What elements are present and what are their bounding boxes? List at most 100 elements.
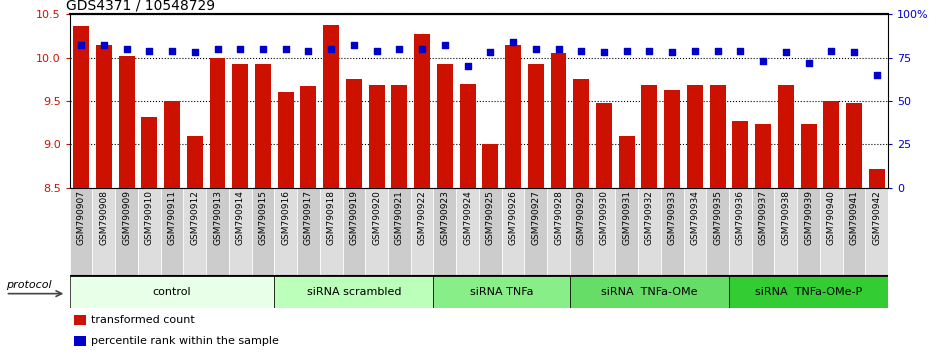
Point	[232, 46, 247, 52]
FancyBboxPatch shape	[570, 276, 729, 308]
Bar	[777, 85, 794, 188]
Point	[551, 46, 566, 52]
Bar	[642, 85, 658, 188]
Point	[846, 50, 861, 55]
Point	[187, 50, 202, 55]
Text: GSM790928: GSM790928	[554, 190, 563, 245]
Bar	[232, 64, 248, 188]
Text: GSM790912: GSM790912	[191, 190, 199, 245]
FancyBboxPatch shape	[751, 188, 775, 276]
FancyBboxPatch shape	[320, 188, 342, 276]
Bar	[141, 116, 157, 188]
FancyBboxPatch shape	[274, 276, 433, 308]
FancyBboxPatch shape	[843, 188, 866, 276]
Point	[483, 50, 498, 55]
FancyBboxPatch shape	[866, 188, 888, 276]
Text: GSM790932: GSM790932	[644, 190, 654, 245]
Point	[301, 48, 316, 53]
Text: GSM790907: GSM790907	[76, 190, 86, 245]
Text: siRNA scrambled: siRNA scrambled	[307, 287, 401, 297]
Bar	[687, 85, 703, 188]
FancyBboxPatch shape	[661, 188, 684, 276]
Bar	[437, 64, 453, 188]
Bar	[528, 64, 544, 188]
FancyBboxPatch shape	[70, 276, 274, 308]
Text: GSM790927: GSM790927	[531, 190, 540, 245]
Bar	[414, 34, 430, 188]
Text: siRNA TNFa: siRNA TNFa	[470, 287, 534, 297]
FancyBboxPatch shape	[138, 188, 161, 276]
Bar	[801, 124, 817, 188]
Point	[506, 39, 521, 45]
FancyBboxPatch shape	[729, 188, 751, 276]
Bar	[733, 121, 749, 188]
Text: GSM790913: GSM790913	[213, 190, 222, 245]
FancyBboxPatch shape	[525, 188, 547, 276]
Text: GSM790922: GSM790922	[418, 190, 427, 245]
Point	[756, 58, 771, 64]
Text: GSM790926: GSM790926	[509, 190, 518, 245]
Point	[210, 46, 225, 52]
Text: control: control	[153, 287, 192, 297]
FancyBboxPatch shape	[229, 188, 252, 276]
Text: GSM790939: GSM790939	[804, 190, 813, 245]
Text: GSM790918: GSM790918	[326, 190, 336, 245]
Point	[347, 42, 362, 48]
FancyBboxPatch shape	[570, 188, 592, 276]
FancyBboxPatch shape	[684, 188, 706, 276]
FancyBboxPatch shape	[501, 188, 525, 276]
Text: GSM790925: GSM790925	[485, 190, 495, 245]
Text: GSM790911: GSM790911	[167, 190, 177, 245]
Point	[324, 46, 339, 52]
Point	[733, 48, 748, 53]
Text: GSM790916: GSM790916	[281, 190, 290, 245]
Bar	[164, 101, 180, 188]
Text: GSM790919: GSM790919	[350, 190, 358, 245]
Text: GSM790923: GSM790923	[440, 190, 449, 245]
Bar	[392, 85, 407, 188]
FancyBboxPatch shape	[252, 188, 274, 276]
Bar	[505, 45, 521, 188]
Text: GSM790924: GSM790924	[463, 190, 472, 245]
Text: GSM790931: GSM790931	[622, 190, 631, 245]
Bar	[823, 101, 839, 188]
Text: GDS4371 / 10548729: GDS4371 / 10548729	[66, 0, 215, 13]
Point	[619, 48, 634, 53]
Bar	[596, 103, 612, 188]
Point	[97, 42, 112, 48]
Bar	[551, 53, 566, 188]
Point	[642, 48, 657, 53]
FancyBboxPatch shape	[433, 276, 570, 308]
FancyBboxPatch shape	[411, 188, 433, 276]
Bar	[483, 144, 498, 188]
Point	[119, 46, 134, 52]
Point	[687, 48, 702, 53]
FancyBboxPatch shape	[433, 188, 457, 276]
FancyBboxPatch shape	[92, 188, 115, 276]
FancyBboxPatch shape	[547, 188, 570, 276]
Bar	[869, 169, 884, 188]
Text: GSM790934: GSM790934	[690, 190, 699, 245]
Bar	[324, 25, 339, 188]
Point	[824, 48, 839, 53]
Bar	[346, 79, 362, 188]
FancyBboxPatch shape	[616, 188, 638, 276]
Text: percentile rank within the sample: percentile rank within the sample	[91, 336, 279, 346]
Point	[665, 50, 680, 55]
FancyBboxPatch shape	[706, 188, 729, 276]
FancyBboxPatch shape	[342, 188, 365, 276]
FancyBboxPatch shape	[797, 188, 820, 276]
Bar	[664, 91, 680, 188]
FancyBboxPatch shape	[388, 188, 411, 276]
Point	[460, 63, 475, 69]
Point	[574, 48, 589, 53]
FancyBboxPatch shape	[820, 188, 843, 276]
Text: GSM790915: GSM790915	[259, 190, 268, 245]
Bar	[74, 336, 86, 346]
Bar	[187, 136, 203, 188]
FancyBboxPatch shape	[592, 188, 616, 276]
FancyBboxPatch shape	[206, 188, 229, 276]
Text: GSM790937: GSM790937	[759, 190, 767, 245]
Text: siRNA  TNFa-OMe: siRNA TNFa-OMe	[601, 287, 698, 297]
Point	[73, 42, 88, 48]
